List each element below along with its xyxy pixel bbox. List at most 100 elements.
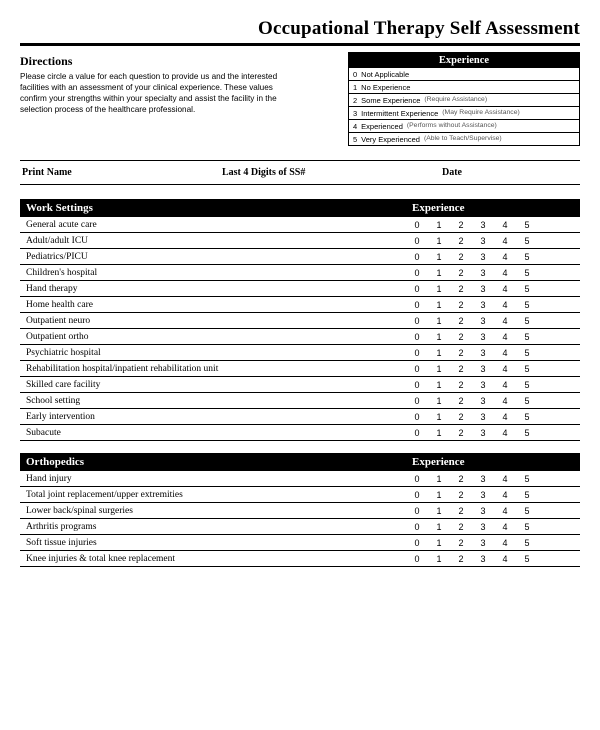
scale-option[interactable]: 1	[428, 332, 450, 342]
scale-option[interactable]: 5	[516, 428, 538, 438]
scale-option[interactable]: 1	[428, 554, 450, 564]
scale-option[interactable]: 5	[516, 300, 538, 310]
scale-option[interactable]: 3	[472, 332, 494, 342]
scale-option[interactable]: 5	[516, 396, 538, 406]
scale-option[interactable]: 4	[494, 252, 516, 262]
scale-option[interactable]: 4	[494, 380, 516, 390]
scale-option[interactable]: 5	[516, 332, 538, 342]
scale-option[interactable]: 4	[494, 522, 516, 532]
scale-option[interactable]: 5	[516, 236, 538, 246]
scale-option[interactable]: 2	[450, 538, 472, 548]
scale-option[interactable]: 1	[428, 268, 450, 278]
scale-option[interactable]: 3	[472, 348, 494, 358]
scale-option[interactable]: 1	[428, 300, 450, 310]
scale-option[interactable]: 0	[406, 220, 428, 230]
scale-option[interactable]: 5	[516, 364, 538, 374]
scale-option[interactable]: 3	[472, 506, 494, 516]
scale-option[interactable]: 3	[472, 268, 494, 278]
scale-option[interactable]: 4	[494, 474, 516, 484]
scale-option[interactable]: 3	[472, 364, 494, 374]
scale-option[interactable]: 2	[450, 332, 472, 342]
scale-option[interactable]: 4	[494, 364, 516, 374]
scale-option[interactable]: 2	[450, 396, 472, 406]
scale-option[interactable]: 4	[494, 268, 516, 278]
scale-option[interactable]: 3	[472, 396, 494, 406]
scale-option[interactable]: 2	[450, 490, 472, 500]
scale-option[interactable]: 2	[450, 268, 472, 278]
scale-option[interactable]: 0	[406, 428, 428, 438]
scale-option[interactable]: 2	[450, 522, 472, 532]
scale-option[interactable]: 4	[494, 554, 516, 564]
scale-option[interactable]: 5	[516, 268, 538, 278]
scale-option[interactable]: 1	[428, 220, 450, 230]
scale-option[interactable]: 3	[472, 300, 494, 310]
scale-option[interactable]: 1	[428, 490, 450, 500]
scale-option[interactable]: 5	[516, 348, 538, 358]
scale-option[interactable]: 2	[450, 300, 472, 310]
scale-option[interactable]: 0	[406, 268, 428, 278]
scale-option[interactable]: 0	[406, 538, 428, 548]
scale-option[interactable]: 2	[450, 252, 472, 262]
scale-option[interactable]: 5	[516, 474, 538, 484]
scale-option[interactable]: 0	[406, 490, 428, 500]
scale-option[interactable]: 4	[494, 220, 516, 230]
scale-option[interactable]: 4	[494, 332, 516, 342]
scale-option[interactable]: 2	[450, 428, 472, 438]
scale-option[interactable]: 0	[406, 316, 428, 326]
scale-option[interactable]: 0	[406, 300, 428, 310]
scale-option[interactable]: 5	[516, 554, 538, 564]
scale-option[interactable]: 0	[406, 522, 428, 532]
scale-option[interactable]: 4	[494, 490, 516, 500]
scale-option[interactable]: 0	[406, 554, 428, 564]
scale-option[interactable]: 5	[516, 380, 538, 390]
scale-option[interactable]: 2	[450, 554, 472, 564]
scale-option[interactable]: 5	[516, 284, 538, 294]
scale-option[interactable]: 1	[428, 474, 450, 484]
scale-option[interactable]: 0	[406, 396, 428, 406]
scale-option[interactable]: 1	[428, 522, 450, 532]
scale-option[interactable]: 3	[472, 428, 494, 438]
scale-option[interactable]: 4	[494, 396, 516, 406]
scale-option[interactable]: 5	[516, 538, 538, 548]
scale-option[interactable]: 2	[450, 236, 472, 246]
scale-option[interactable]: 3	[472, 474, 494, 484]
scale-option[interactable]: 1	[428, 428, 450, 438]
scale-option[interactable]: 2	[450, 506, 472, 516]
scale-option[interactable]: 1	[428, 538, 450, 548]
scale-option[interactable]: 1	[428, 252, 450, 262]
scale-option[interactable]: 0	[406, 474, 428, 484]
scale-option[interactable]: 3	[472, 554, 494, 564]
scale-option[interactable]: 3	[472, 236, 494, 246]
scale-option[interactable]: 3	[472, 252, 494, 262]
scale-option[interactable]: 3	[472, 316, 494, 326]
scale-option[interactable]: 0	[406, 380, 428, 390]
scale-option[interactable]: 5	[516, 252, 538, 262]
scale-option[interactable]: 1	[428, 316, 450, 326]
scale-option[interactable]: 3	[472, 284, 494, 294]
scale-option[interactable]: 5	[516, 490, 538, 500]
scale-option[interactable]: 2	[450, 474, 472, 484]
scale-option[interactable]: 2	[450, 348, 472, 358]
scale-option[interactable]: 2	[450, 380, 472, 390]
scale-option[interactable]: 0	[406, 348, 428, 358]
scale-option[interactable]: 4	[494, 506, 516, 516]
scale-option[interactable]: 1	[428, 412, 450, 422]
scale-option[interactable]: 3	[472, 220, 494, 230]
scale-option[interactable]: 0	[406, 364, 428, 374]
scale-option[interactable]: 0	[406, 252, 428, 262]
scale-option[interactable]: 4	[494, 236, 516, 246]
scale-option[interactable]: 3	[472, 522, 494, 532]
scale-option[interactable]: 0	[406, 284, 428, 294]
scale-option[interactable]: 0	[406, 506, 428, 516]
scale-option[interactable]: 5	[516, 316, 538, 326]
scale-option[interactable]: 0	[406, 236, 428, 246]
scale-option[interactable]: 4	[494, 538, 516, 548]
scale-option[interactable]: 1	[428, 380, 450, 390]
scale-option[interactable]: 4	[494, 428, 516, 438]
scale-option[interactable]: 2	[450, 316, 472, 326]
scale-option[interactable]: 4	[494, 316, 516, 326]
scale-option[interactable]: 1	[428, 506, 450, 516]
scale-option[interactable]: 1	[428, 236, 450, 246]
scale-option[interactable]: 2	[450, 284, 472, 294]
scale-option[interactable]: 5	[516, 522, 538, 532]
